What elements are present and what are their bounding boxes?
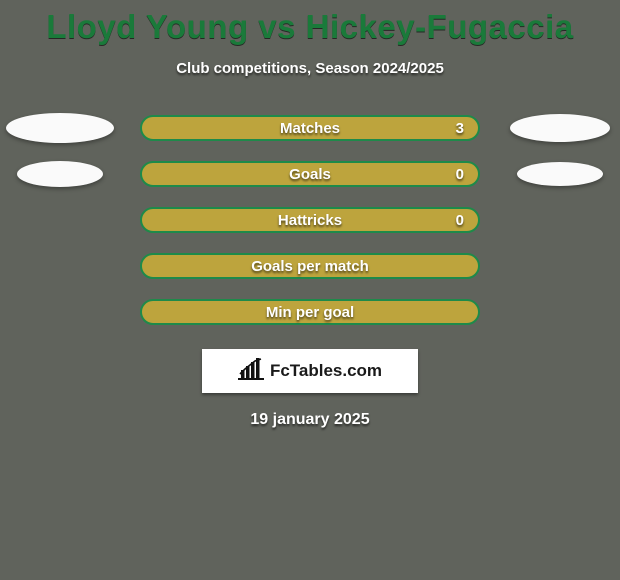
stats-rows: Matches 3 Goals 0 Hattricks 0 Goals pe: [0, 105, 620, 335]
stat-bar: Min per goal: [140, 299, 480, 325]
stat-bar: Hattricks 0: [140, 207, 480, 233]
badge-wrap: FcTables.com: [0, 349, 620, 393]
left-ellipse: [6, 113, 114, 143]
left-ellipse: [17, 161, 103, 187]
stat-row-hattricks: Hattricks 0: [0, 197, 620, 243]
stat-label: Goals per match: [251, 258, 369, 275]
source-badge: FcTables.com: [202, 349, 418, 393]
left-side: [0, 113, 120, 143]
stat-row-goals-per-match: Goals per match: [0, 243, 620, 289]
stat-bar: Matches 3: [140, 115, 480, 141]
stat-row-matches: Matches 3: [0, 105, 620, 151]
stat-value: 0: [456, 212, 464, 229]
date-text: 19 january 2025: [0, 411, 620, 429]
stat-value: 3: [456, 120, 464, 137]
stat-bar: Goals per match: [140, 253, 480, 279]
right-side: [500, 114, 620, 142]
stat-label: Goals: [289, 166, 331, 183]
stat-row-min-per-goal: Min per goal: [0, 289, 620, 335]
stat-label: Hattricks: [278, 212, 342, 229]
right-ellipse: [517, 162, 603, 186]
bar-chart-icon: [238, 358, 264, 385]
badge-text: FcTables.com: [270, 361, 382, 381]
stat-bar: Goals 0: [140, 161, 480, 187]
stat-row-goals: Goals 0: [0, 151, 620, 197]
stat-value: 0: [456, 166, 464, 183]
subtitle: Club competitions, Season 2024/2025: [0, 60, 620, 77]
right-side: [500, 162, 620, 186]
vs-text: vs: [258, 8, 296, 45]
player2-name: Hickey-Fugaccia: [306, 8, 574, 45]
stat-label: Min per goal: [266, 304, 354, 321]
right-ellipse: [510, 114, 610, 142]
player1-name: Lloyd Young: [46, 8, 248, 45]
page-title: Lloyd Young vs Hickey-Fugaccia: [0, 0, 620, 46]
left-side: [0, 161, 120, 187]
stat-label: Matches: [280, 120, 340, 137]
